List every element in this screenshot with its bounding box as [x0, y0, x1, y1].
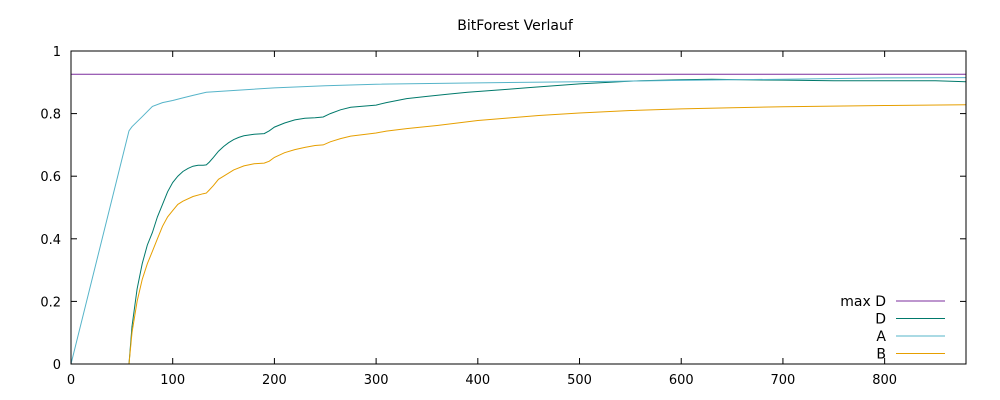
series-line-d: [128, 78, 967, 365]
legend: max D DAB: [840, 294, 945, 363]
y-tick-label: 0.4: [40, 233, 61, 248]
x-tick-label: 0: [67, 373, 75, 388]
legend-label: B: [876, 347, 886, 363]
axes: 0 100 200 300 400 500 600 700 800 0 0.2 0.4 0.6 0.8 1: [40, 45, 966, 388]
series-line-a: [70, 77, 967, 365]
legend-label: A: [876, 329, 886, 345]
x-tick-label: 100: [160, 373, 185, 388]
x-tick-label: 700: [771, 373, 796, 388]
legend-label: D: [875, 312, 886, 328]
y-tick-label: 0: [53, 358, 61, 373]
chart-title: BitForest Verlauf: [457, 18, 574, 34]
legend-label: max D: [840, 294, 886, 310]
y-tick-label: 0.2: [40, 295, 61, 310]
x-tick-label: 500: [567, 373, 592, 388]
x-tick-label: 300: [364, 373, 389, 388]
plot-series: [70, 73, 967, 365]
y-tick-label: 0.8: [40, 108, 61, 123]
x-tick-label: 400: [465, 373, 490, 388]
x-tick-label: 800: [872, 373, 897, 388]
x-tick-label: 600: [669, 373, 694, 388]
plot-frame: [70, 50, 967, 365]
x-tick-label: 200: [262, 373, 287, 388]
y-tick-label: 1: [53, 45, 61, 60]
series-line-b: [128, 104, 967, 365]
y-tick-label: 0.6: [40, 170, 61, 185]
